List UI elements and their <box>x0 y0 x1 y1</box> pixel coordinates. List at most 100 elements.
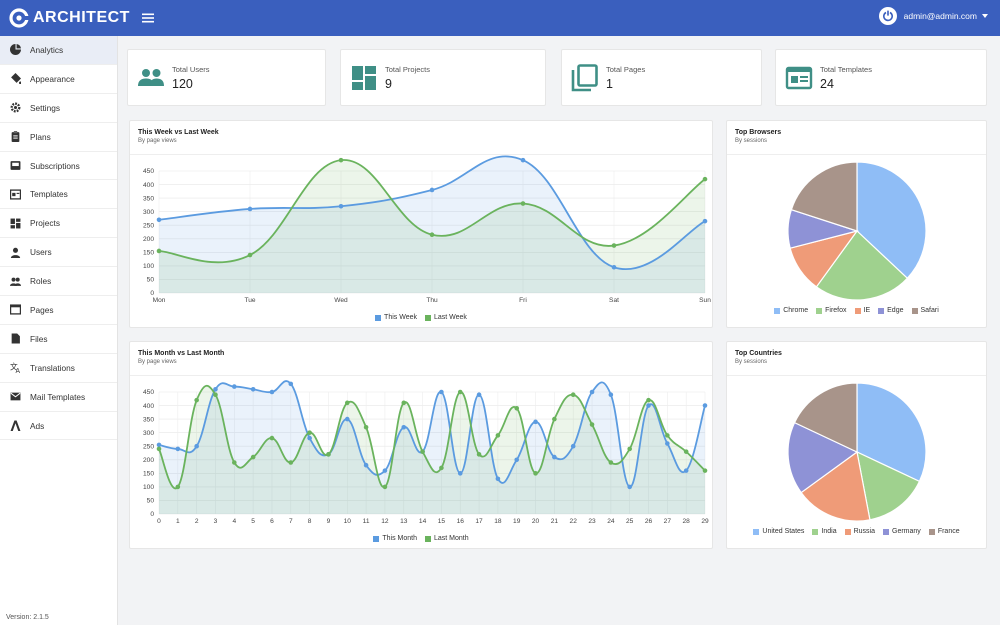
legend-item[interactable]: Last Week <box>424 314 467 321</box>
data-point[interactable] <box>344 400 350 406</box>
data-point[interactable] <box>665 433 670 438</box>
sidebar-item-plans[interactable]: Plans <box>0 123 117 152</box>
legend-item[interactable]: France <box>928 528 960 535</box>
data-point[interactable] <box>520 157 526 163</box>
data-point[interactable] <box>250 454 256 460</box>
data-point[interactable] <box>288 460 294 465</box>
sidebar-item-roles[interactable]: Roles <box>0 267 117 297</box>
data-point[interactable] <box>194 397 199 403</box>
data-point[interactable] <box>608 392 614 398</box>
data-point[interactable] <box>627 484 632 490</box>
data-point[interactable] <box>363 462 369 468</box>
data-point[interactable] <box>457 471 463 476</box>
data-point[interactable] <box>344 416 350 422</box>
pie-slice-chrome[interactable] <box>856 161 927 280</box>
data-point[interactable] <box>608 460 614 465</box>
legend-item[interactable]: Last Month <box>424 535 469 542</box>
data-point[interactable] <box>533 419 538 425</box>
data-point[interactable] <box>175 446 181 452</box>
data-point[interactable] <box>429 232 435 238</box>
data-point[interactable] <box>495 476 501 482</box>
data-point[interactable] <box>269 435 275 441</box>
data-point[interactable] <box>401 400 407 406</box>
legend-item[interactable]: This Month <box>373 535 417 542</box>
data-point[interactable] <box>646 397 651 403</box>
data-point[interactable] <box>589 389 595 395</box>
data-point[interactable] <box>288 381 294 387</box>
data-point[interactable] <box>702 403 708 408</box>
data-point[interactable] <box>382 484 388 490</box>
data-point[interactable] <box>213 386 218 392</box>
data-point[interactable] <box>247 206 253 212</box>
data-point[interactable] <box>702 176 708 182</box>
user-menu[interactable]: admin@admin.com <box>878 7 988 25</box>
sidebar-item-pages[interactable]: Pages <box>0 296 117 325</box>
data-point[interactable] <box>476 452 482 457</box>
data-point[interactable] <box>702 218 708 224</box>
data-point[interactable] <box>250 386 256 392</box>
sidebar-item-templates[interactable]: Templates <box>0 180 117 210</box>
pie-slice-india[interactable] <box>856 450 921 521</box>
pie-slice-united-states[interactable] <box>856 382 927 483</box>
brand-logo[interactable]: ARCHITECT <box>8 7 130 29</box>
data-point[interactable] <box>457 389 463 395</box>
sidebar-item-mail-templates[interactable]: Mail Templates <box>0 383 117 412</box>
data-point[interactable] <box>326 452 331 457</box>
hamburger-menu-icon[interactable] <box>141 12 154 24</box>
data-point[interactable] <box>646 403 651 408</box>
legend-item[interactable]: Edge <box>878 307 904 314</box>
legend-item[interactable]: Firefox <box>816 307 847 314</box>
data-point[interactable] <box>269 389 275 395</box>
pie-slice-france[interactable] <box>793 382 858 453</box>
data-point[interactable] <box>382 468 388 473</box>
data-point[interactable] <box>420 449 425 454</box>
data-point[interactable] <box>611 243 617 248</box>
sidebar-item-users[interactable]: Users <box>0 238 117 268</box>
data-point[interactable] <box>307 430 312 435</box>
data-point[interactable] <box>520 201 526 206</box>
data-point[interactable] <box>156 217 162 223</box>
sidebar-item-ads[interactable]: Ads <box>0 412 117 441</box>
sidebar-item-settings[interactable]: Settings <box>0 94 117 123</box>
data-point[interactable] <box>247 252 253 258</box>
data-point[interactable] <box>429 187 435 193</box>
sidebar-item-translations[interactable]: 文 A Translations <box>0 354 117 383</box>
legend-item[interactable]: India <box>812 528 837 535</box>
legend-item[interactable]: Russia <box>844 528 875 535</box>
data-point[interactable] <box>570 392 576 398</box>
data-point[interactable] <box>439 389 444 395</box>
data-point[interactable] <box>194 443 199 449</box>
sidebar-item-subscriptions[interactable]: Subscriptions <box>0 152 117 181</box>
data-point[interactable] <box>175 484 181 490</box>
data-point[interactable] <box>495 433 501 438</box>
data-point[interactable] <box>683 468 689 473</box>
data-point[interactable] <box>156 446 162 452</box>
data-point[interactable] <box>589 422 595 427</box>
data-point[interactable] <box>570 443 576 449</box>
pie-slice-firefox[interactable] <box>815 230 909 301</box>
data-point[interactable] <box>702 468 708 473</box>
data-point[interactable] <box>552 416 557 422</box>
data-point[interactable] <box>665 441 670 446</box>
data-point[interactable] <box>156 442 162 448</box>
legend-item[interactable]: IE <box>854 307 870 314</box>
data-point[interactable] <box>307 435 312 441</box>
legend-item[interactable]: Chrome <box>774 307 808 314</box>
data-point[interactable] <box>533 471 538 476</box>
data-point[interactable] <box>611 264 617 270</box>
data-point[interactable] <box>338 203 344 209</box>
data-point[interactable] <box>439 465 444 471</box>
data-point[interactable] <box>232 460 237 465</box>
data-point[interactable] <box>338 157 344 163</box>
sidebar-item-appearance[interactable]: Appearance <box>0 65 117 94</box>
data-point[interactable] <box>232 384 237 389</box>
data-point[interactable] <box>552 454 557 460</box>
sidebar-item-files[interactable]: Files <box>0 325 117 354</box>
pie-slice-germany[interactable] <box>787 421 859 494</box>
sidebar-item-projects[interactable]: Projects <box>0 209 117 239</box>
data-point[interactable] <box>476 392 482 398</box>
data-point[interactable] <box>683 449 689 454</box>
legend-item[interactable]: Germany <box>883 528 921 535</box>
pie-slice-russia[interactable] <box>800 450 871 522</box>
data-point[interactable] <box>401 424 407 430</box>
